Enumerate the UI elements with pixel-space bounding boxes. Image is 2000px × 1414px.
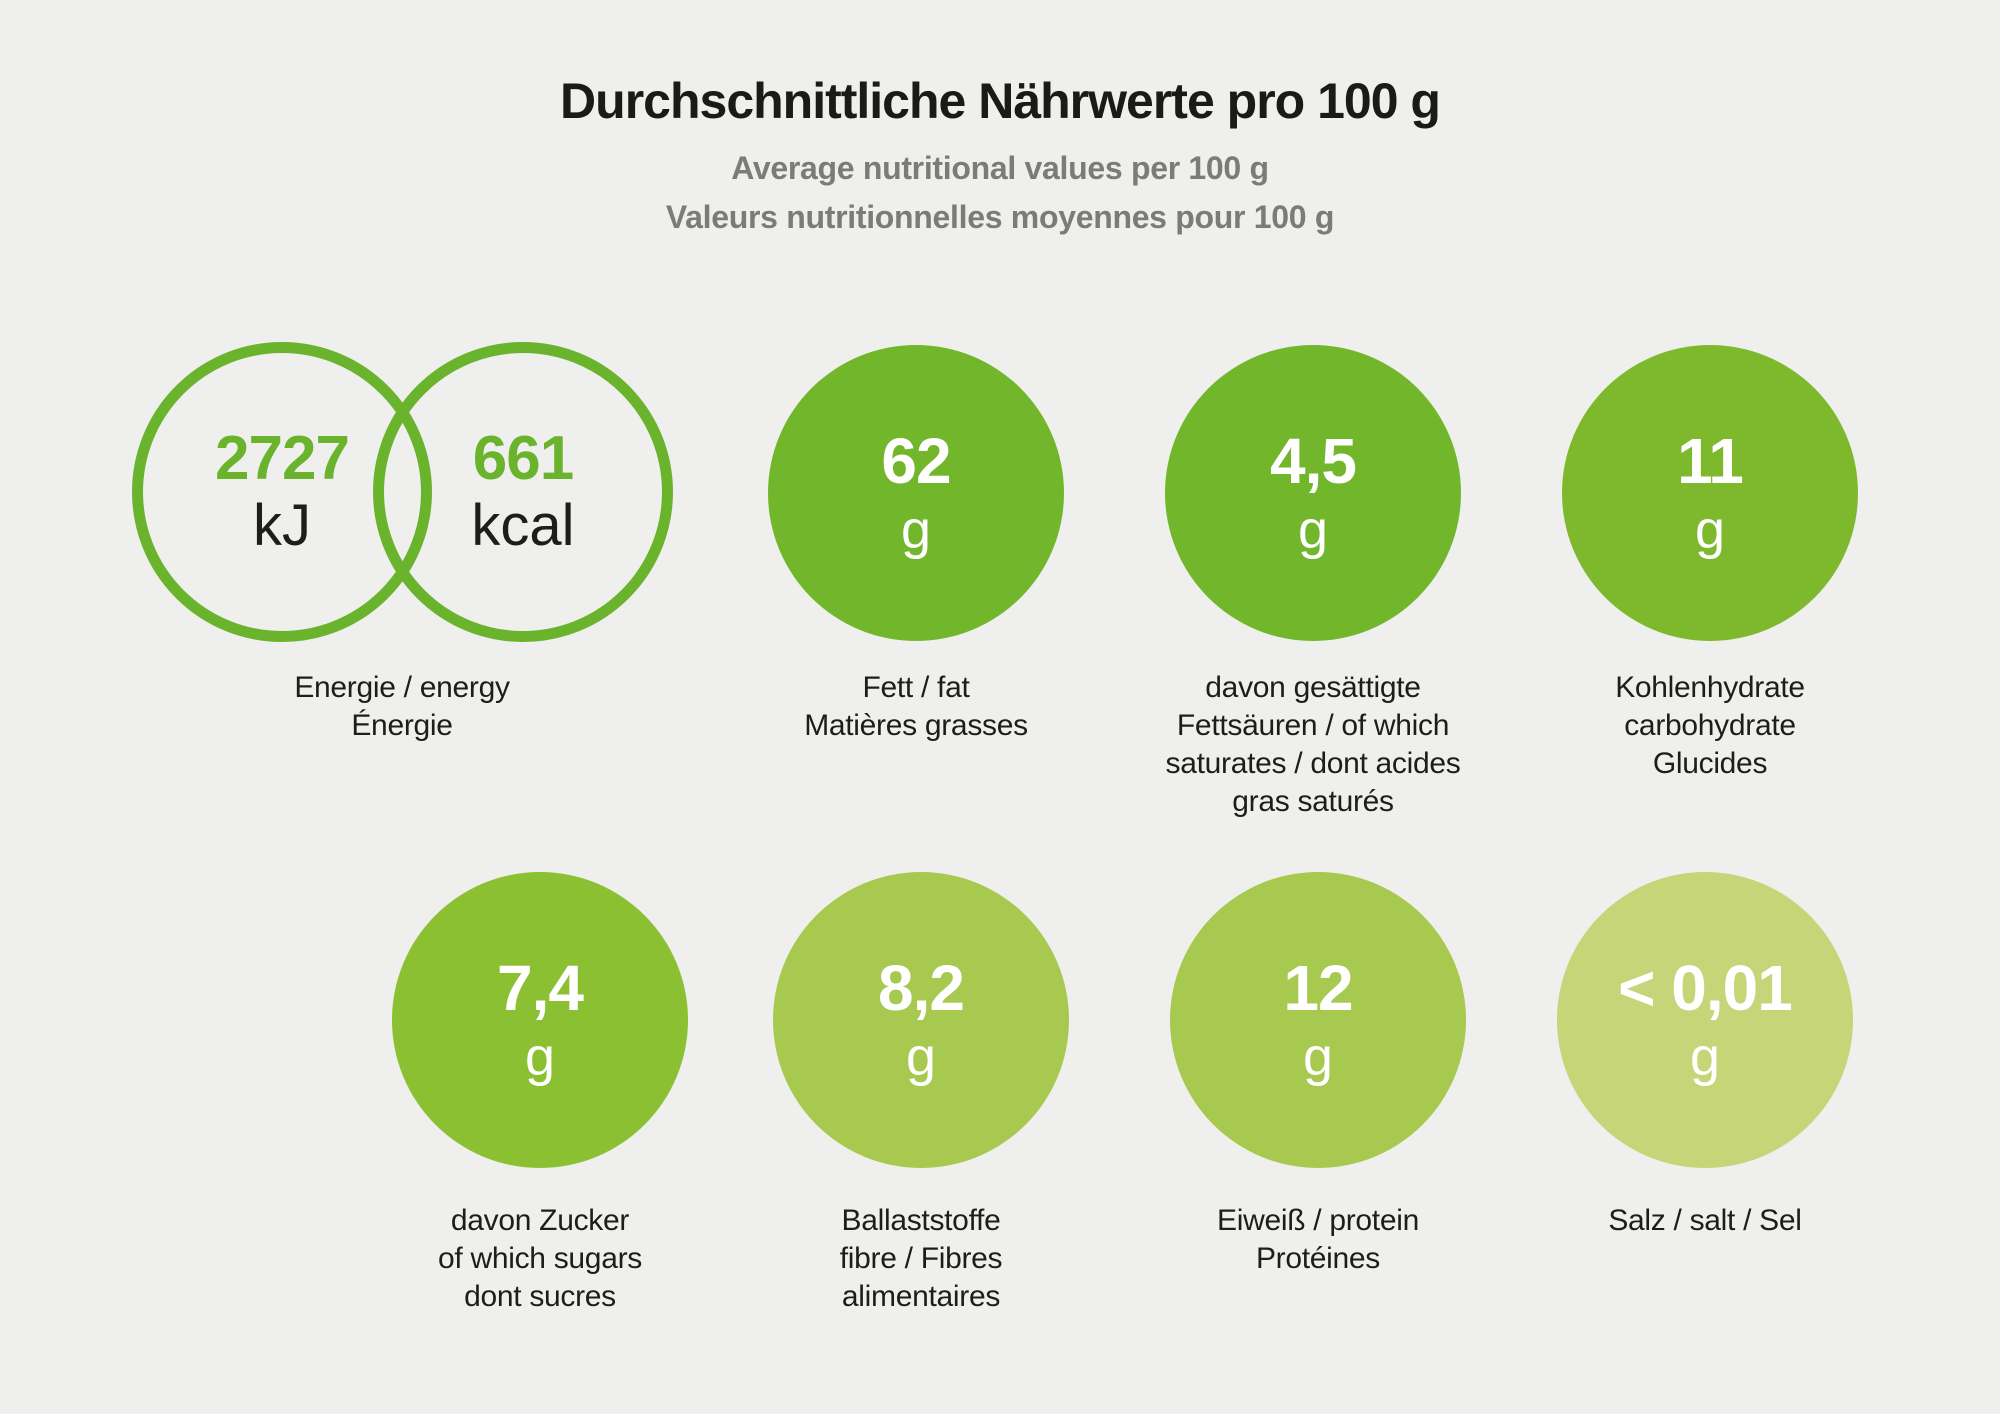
nutrient-item-sugars: 7,4 g davon Zucker of which sugars dont …	[325, 872, 755, 1316]
fibre-unit: g	[905, 1027, 937, 1087]
protein-unit: g	[1302, 1027, 1334, 1087]
fat-unit: g	[900, 500, 932, 560]
fibre-circle: 8,2 g	[773, 872, 1069, 1168]
nutrient-item-fat: 62 g Fett / fat Matières grasses	[701, 345, 1131, 745]
subtitle-french: Valeurs nutritionnelles moyennes pour 10…	[665, 199, 1335, 235]
fibre-label: Ballaststoffe fibre / Fibres alimentaire…	[839, 1204, 1003, 1313]
fat-circle: 62 g	[768, 345, 1064, 641]
sugars-unit: g	[524, 1027, 556, 1087]
protein-label: Eiweiß / protein Protéines	[1217, 1204, 1419, 1275]
page-title: Durchschnittliche Nährwerte pro 100 g	[560, 73, 1441, 129]
protein-circle: 12 g	[1170, 872, 1466, 1168]
carbohydrate-unit: g	[1694, 500, 1726, 560]
salt-value: < 0,01	[1618, 952, 1793, 1024]
energy-kj-unit: kJ	[253, 492, 311, 558]
saturates-unit: g	[1297, 500, 1329, 560]
sugars-circle: 7,4 g	[392, 872, 688, 1168]
sugars-value: 7,4	[497, 952, 584, 1024]
fat-value: 62	[881, 425, 951, 497]
energy-label: Energie / energy Énergie	[294, 671, 510, 742]
nutrient-item-saturates: 4,5 g davon gesättigte Fettsäuren / of w…	[1098, 345, 1528, 821]
energy-rings: 2727 kJ 661 kcal	[91, 342, 713, 642]
subtitle-english: Average nutritional values per 100 g	[731, 150, 1269, 186]
energy-item: 2727 kJ 661 kcal Energie / energy Énergi…	[91, 342, 713, 745]
nutrient-item-carbohydrate: 11 g Kohlenhydrate carbohydrate Glucides	[1495, 345, 1925, 783]
energy-kj-value: 2727	[215, 423, 350, 493]
energy-kcal-circle: 661 kcal	[373, 342, 673, 642]
salt-circle: < 0,01 g	[1557, 872, 1853, 1168]
carbohydrate-circle: 11 g	[1562, 345, 1858, 641]
fat-label: Fett / fat Matières grasses	[804, 671, 1028, 742]
header: Durchschnittliche Nährwerte pro 100 g Av…	[0, 72, 2000, 236]
saturates-label: davon gesättigte Fettsäuren / of which s…	[1165, 671, 1461, 818]
nutrient-item-protein: 12 g Eiweiß / protein Protéines	[1103, 872, 1533, 1278]
energy-kcal-value: 661	[472, 423, 574, 493]
saturates-value: 4,5	[1270, 425, 1357, 497]
saturates-circle: 4,5 g	[1165, 345, 1461, 641]
fibre-value: 8,2	[878, 952, 965, 1024]
carbohydrate-label: Kohlenhydrate carbohydrate Glucides	[1615, 671, 1805, 780]
carbohydrate-value: 11	[1677, 425, 1744, 497]
energy-kcal-unit: kcal	[471, 492, 575, 558]
salt-label: Salz / salt / Sel	[1608, 1204, 1802, 1237]
nutrient-item-salt: < 0,01 g Salz / salt / Sel	[1490, 872, 1920, 1240]
nutrient-item-fibre: 8,2 g Ballaststoffe fibre / Fibres alime…	[706, 872, 1136, 1316]
sugars-label: davon Zucker of which sugars dont sucres	[438, 1204, 642, 1313]
salt-unit: g	[1689, 1027, 1721, 1087]
protein-value: 12	[1283, 952, 1353, 1024]
